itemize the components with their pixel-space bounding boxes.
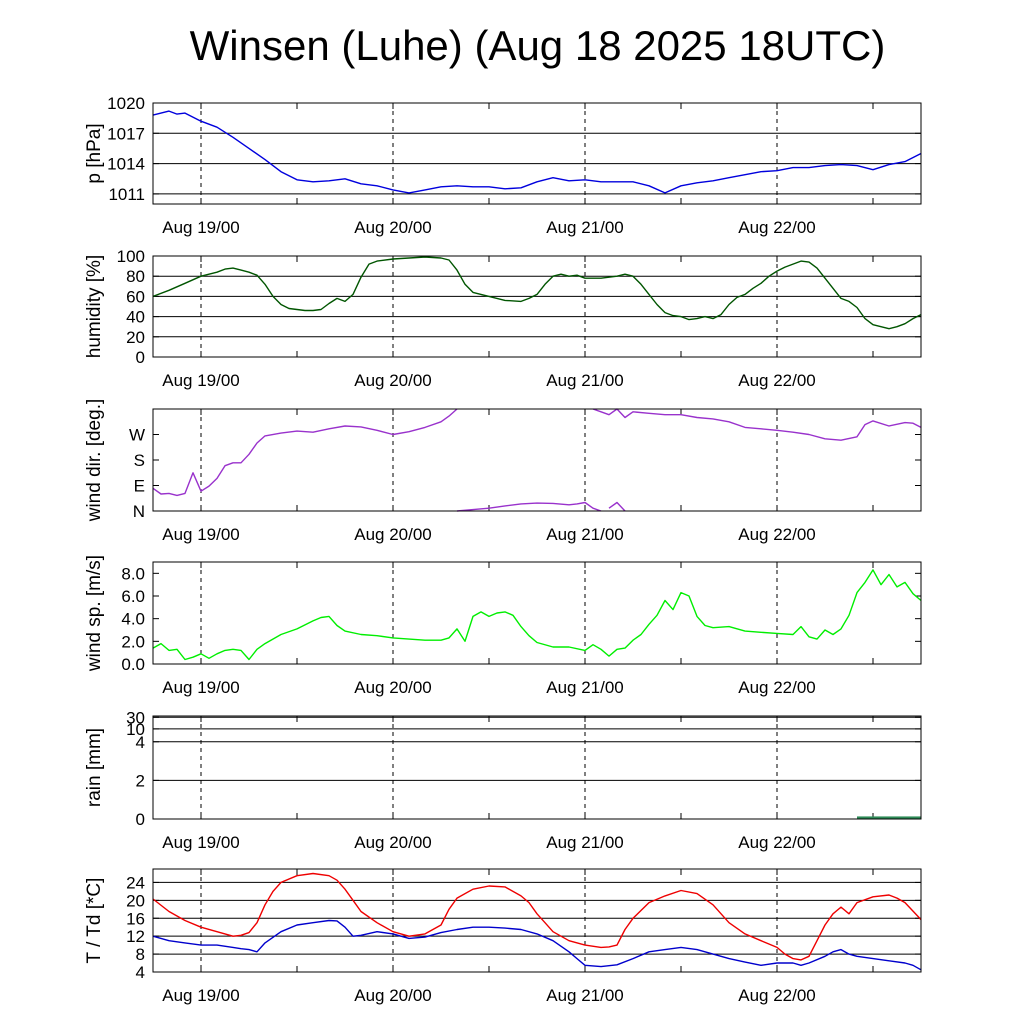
wind-speed-y-tick-label: 8.0 <box>121 564 145 583</box>
wind-direction-y-tick-label: E <box>134 477 145 496</box>
wind-direction-x-tick-label: Aug 21/00 <box>546 525 624 544</box>
pressure-y-label: p [hPa] <box>84 123 105 183</box>
wind-speed-y-tick-label: 4.0 <box>121 610 145 629</box>
humidity-x-tick-label: Aug 19/00 <box>162 371 240 390</box>
rain-x-tick-label: Aug 19/00 <box>162 833 240 852</box>
humidity-y-tick-label: 0 <box>136 348 145 367</box>
pressure-x-tick-label: Aug 20/00 <box>354 218 432 237</box>
wind-speed-y-tick-label: 2.0 <box>121 632 145 651</box>
wind-direction-series-4 <box>592 408 922 441</box>
pressure-frame <box>152 102 922 205</box>
rain-y-tick-label: 4 <box>136 733 145 752</box>
chart-title: Winsen (Luhe) (Aug 18 2025 18UTC) <box>189 22 886 69</box>
temperature-series-1 <box>152 872 922 961</box>
humidity-frame <box>152 255 922 358</box>
pressure-y-tick-label: 1011 <box>108 185 145 204</box>
humidity-y-tick-label: 60 <box>126 287 145 306</box>
rain-x-tick-label: Aug 22/00 <box>738 833 816 852</box>
wind-speed-y-tick-label: 6.0 <box>121 587 145 606</box>
rain-y-label: rain [mm] <box>84 728 105 807</box>
temperature-y-tick-label: 8 <box>136 945 145 964</box>
rain-y-tick-label: 2 <box>136 771 145 790</box>
rain-y-tick-label: 10 <box>126 720 145 739</box>
wind-direction-x-tick-label: Aug 22/00 <box>738 525 816 544</box>
temperature-x-tick-label: Aug 22/00 <box>738 986 816 1005</box>
pressure-x-tick-label: Aug 21/00 <box>546 218 624 237</box>
wind-speed-x-tick-label: Aug 21/00 <box>546 678 624 697</box>
wind-direction-series-3 <box>608 501 626 512</box>
temperature-y-tick-label: 20 <box>126 891 145 910</box>
temperature-y-tick-label: 4 <box>136 963 145 982</box>
temperature-x-tick-label: Aug 20/00 <box>354 986 432 1005</box>
wind-speed-x-tick-label: Aug 20/00 <box>354 678 432 697</box>
wind-direction-y-tick-label: W <box>129 426 145 445</box>
wind-direction-x-tick-label: Aug 19/00 <box>162 525 240 544</box>
wind-speed-series-1 <box>152 569 922 661</box>
temperature-x-tick-label: Aug 21/00 <box>546 986 624 1005</box>
temperature-series-2 <box>152 919 922 971</box>
humidity-x-tick-label: Aug 21/00 <box>546 371 624 390</box>
pressure-y-tick-label: 1014 <box>107 155 145 174</box>
wind-speed-y-tick-label: 0.0 <box>121 655 145 674</box>
humidity-x-tick-label: Aug 20/00 <box>354 371 432 390</box>
rain-y-tick-label: 30 <box>126 708 145 727</box>
pressure-x-tick-label: Aug 19/00 <box>162 218 240 237</box>
wind-speed-y-label: wind sp. [m/s] <box>84 555 105 672</box>
wind-direction-series-1 <box>152 408 458 497</box>
temperature-y-tick-label: 24 <box>126 873 145 892</box>
wind-direction-y-tick-label: N <box>133 502 145 521</box>
pressure-series-1 <box>152 110 922 194</box>
pressure-x-tick-label: Aug 22/00 <box>738 218 816 237</box>
temperature-frame <box>152 868 922 973</box>
temperature-y-label: T / Td [*C] <box>84 878 105 964</box>
humidity-y-tick-label: 40 <box>126 308 145 327</box>
rain-y-tick-label: 0 <box>136 810 145 829</box>
humidity-y-label: humidity [%] <box>84 255 105 358</box>
pressure-y-tick-label: 1017 <box>107 124 145 143</box>
humidity-y-tick-label: 80 <box>126 267 145 286</box>
humidity-y-tick-label: 20 <box>126 328 145 347</box>
humidity-y-tick-label: 100 <box>117 247 145 266</box>
wind-speed-frame <box>152 561 922 665</box>
rain-frame <box>152 715 922 820</box>
humidity-x-tick-label: Aug 22/00 <box>738 371 816 390</box>
temperature-x-tick-label: Aug 19/00 <box>162 986 240 1005</box>
wind-speed-x-tick-label: Aug 19/00 <box>162 678 240 697</box>
pressure-y-tick-label: 1020 <box>107 94 145 113</box>
temperature-y-tick-label: 12 <box>126 927 145 946</box>
temperature-y-tick-label: 16 <box>126 909 145 928</box>
wind-direction-frame <box>152 408 922 512</box>
wind-direction-y-label: wind dir. [deg.] <box>84 399 105 523</box>
rain-bar <box>857 816 921 819</box>
wind-direction-y-tick-label: S <box>134 451 145 470</box>
wind-speed-x-tick-label: Aug 22/00 <box>738 678 816 697</box>
humidity-series-1 <box>152 256 922 330</box>
rain-x-tick-label: Aug 21/00 <box>546 833 624 852</box>
rain-x-tick-label: Aug 20/00 <box>354 833 432 852</box>
wind-direction-series-2 <box>456 501 602 512</box>
wind-direction-x-tick-label: Aug 20/00 <box>354 525 432 544</box>
